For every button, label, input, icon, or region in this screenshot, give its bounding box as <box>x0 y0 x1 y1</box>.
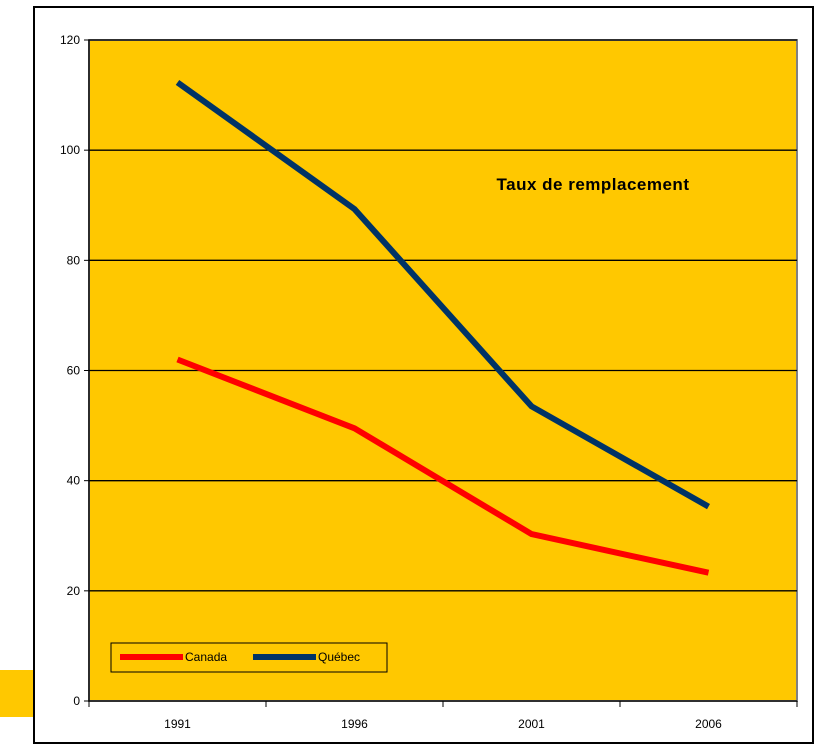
y-tick-label: 120 <box>60 33 80 47</box>
y-tick-label: 80 <box>67 253 81 267</box>
chart-title: Taux de remplacement <box>497 175 690 194</box>
x-tick-label: 2006 <box>695 717 722 731</box>
legend: Canada Québec <box>110 642 388 673</box>
x-tick-label: 1996 <box>341 717 368 731</box>
y-tick-label: 60 <box>67 364 81 378</box>
y-tick-label: 20 <box>67 584 81 598</box>
series-lines <box>175 79 710 576</box>
y-axis-ticks: 0 20 40 60 80 100 120 <box>60 33 89 708</box>
series-line-canada <box>176 356 710 576</box>
legend-box <box>110 642 388 673</box>
legend-label: Québec <box>318 650 360 664</box>
x-tick-label: 1991 <box>164 717 191 731</box>
y-tick-label: 100 <box>60 143 80 157</box>
x-tick-label: 2001 <box>518 717 545 731</box>
legend-label: Canada <box>185 650 227 664</box>
x-axis-ticks: 1991 1996 2001 2006 <box>88 701 798 731</box>
y-tick-label: 40 <box>67 474 81 488</box>
y-tick-label: 0 <box>73 694 80 708</box>
series-line-qu-bec <box>175 79 710 510</box>
